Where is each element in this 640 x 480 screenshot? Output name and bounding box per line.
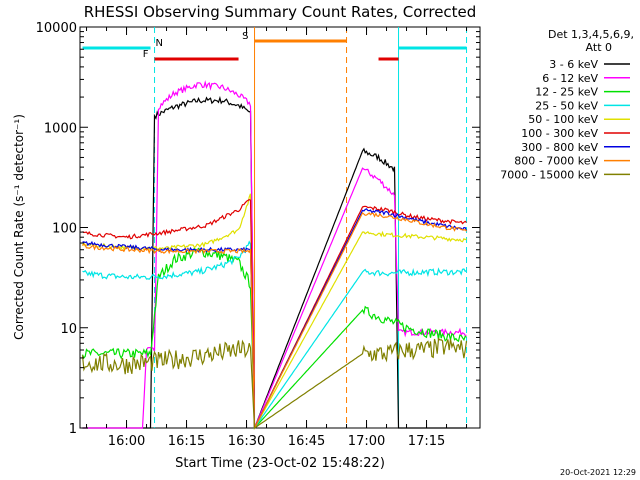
flag-f-label: F (143, 49, 149, 60)
series-line (81, 246, 467, 430)
y-axis-label-text: Corrected Count Rate (s⁻¹ detector⁻¹) (12, 114, 26, 340)
y-tick-label: 10000 (36, 21, 77, 36)
flag-s-label: S (242, 31, 248, 42)
y-axis-label: Corrected Count Rate (s⁻¹ detector⁻¹) (12, 114, 26, 340)
x-axis-label: Start Time (23-Oct-02 15:48:22) (175, 456, 385, 471)
legend-label: 800 - 7000 keV (514, 155, 598, 168)
x-tick-label: 16:15 (168, 434, 205, 449)
chart-title: RHESSI Observing Summary Count Rates, Co… (84, 3, 477, 21)
y-tick-label: 100 (52, 222, 77, 237)
series-line (82, 208, 468, 429)
x-tick-label: 17:00 (348, 434, 385, 449)
x-tick-label: 17:15 (408, 434, 445, 449)
series-line (82, 199, 467, 429)
attenuator-label: Att 0 (586, 41, 612, 54)
attenuator-boundaries (154, 27, 468, 428)
detector-label: Det 1,3,4,5,6,9, (548, 28, 634, 41)
series-line (82, 240, 467, 430)
footer-date: 20-Oct-2021 12:29 (560, 468, 636, 477)
legend-label: 100 - 300 keV (521, 127, 598, 140)
legend-label: 7000 - 15000 keV (500, 168, 598, 181)
legend-label: 12 - 25 keV (535, 86, 598, 99)
x-tick-label: 16:30 (228, 434, 265, 449)
legend-label: 6 - 12 keV (542, 72, 598, 85)
legend-label: 50 - 100 keV (528, 113, 598, 126)
y-tick-label: 1 (69, 422, 77, 437)
legend-label: 300 - 800 keV (521, 141, 598, 154)
flag-bars: NF S (82, 31, 467, 61)
legend-label: 25 - 50 keV (535, 99, 598, 112)
y-tick-label: 10 (60, 322, 77, 337)
flag-n-label: N (156, 38, 163, 49)
series-line (82, 211, 467, 429)
legend-label: 3 - 6 keV (549, 58, 598, 71)
series-lines (81, 80, 468, 431)
axes-ticks: 1 10 100 1000 10000 16:00 16:15 16:30 16:45 17:00… (36, 21, 480, 449)
series-line (81, 193, 467, 431)
x-tick-label: 16:45 (288, 434, 325, 449)
y-tick-label: 1000 (44, 121, 77, 136)
x-tick-label: 16:00 (108, 434, 145, 449)
series-line (81, 337, 468, 430)
